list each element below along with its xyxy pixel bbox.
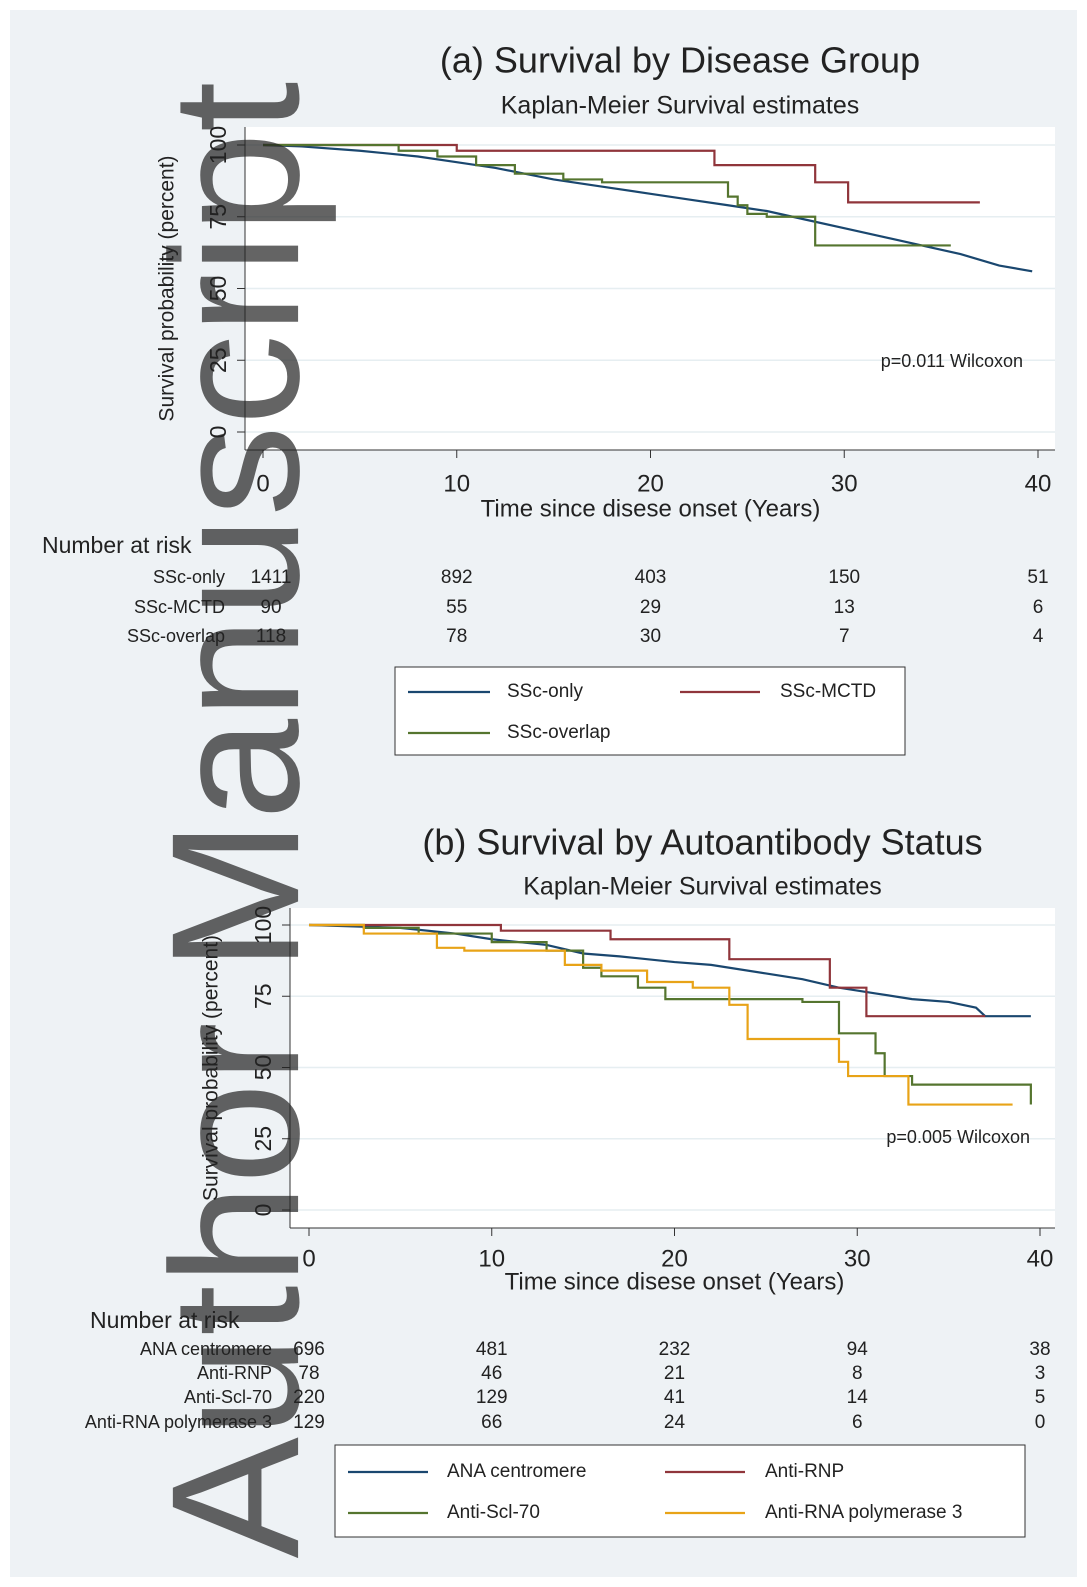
legend-label: Anti-Scl-70 — [447, 1502, 540, 1523]
risk-row-label: Anti-Scl-70 — [184, 1387, 272, 1407]
risk-count: 66 — [481, 1412, 502, 1433]
risk-row-label: SSc-only — [153, 567, 225, 587]
y-tick-label: 50 — [250, 1055, 276, 1081]
risk-row-label: Anti-RNP — [197, 1363, 272, 1383]
legend-label: SSc-MCTD — [780, 681, 876, 702]
x-tick-label: 20 — [637, 470, 664, 497]
risk-row-label: ANA centromere — [140, 1339, 272, 1359]
legend-box — [394, 666, 906, 756]
chart-subtitle: Kaplan-Meier Survival estimates — [523, 873, 881, 901]
y-tick-label: 100 — [250, 906, 276, 944]
risk-row-label: SSc-overlap — [127, 626, 225, 646]
risk-count: 403 — [635, 567, 667, 588]
risk-row-label: SSc-MCTD — [134, 597, 225, 617]
survival-curve — [309, 923, 986, 1018]
legend-label: Anti-RNP — [765, 1461, 844, 1482]
risk-count: 0 — [1035, 1412, 1046, 1433]
risk-count: 232 — [659, 1339, 691, 1360]
risk-count: 3 — [1035, 1363, 1046, 1384]
y-axis-label: Survival probability (percent) — [156, 155, 179, 421]
y-tick-label: 25 — [250, 1126, 276, 1152]
risk-count: 696 — [293, 1339, 325, 1360]
risk-count: 41 — [664, 1387, 685, 1408]
annotation: p=0.005 Wilcoxon — [886, 1127, 1030, 1147]
legend-label: ANA centromere — [447, 1461, 586, 1482]
legend-label: Anti-RNA polymerase 3 — [765, 1502, 962, 1523]
risk-count: 24 — [664, 1412, 686, 1433]
watermark: Author Manuscript — [133, 82, 337, 1559]
x-tick-label: 0 — [256, 470, 269, 497]
survival-curve — [263, 143, 980, 204]
risk-title: Number at risk — [42, 532, 192, 558]
x-tick-label: 20 — [661, 1245, 688, 1272]
risk-count: 129 — [293, 1412, 325, 1433]
chart-title: (b) Survival by Autoantibody Status — [422, 822, 982, 863]
risk-count: 129 — [476, 1387, 508, 1408]
x-tick-label: 30 — [844, 1245, 871, 1272]
risk-count: 892 — [441, 567, 473, 588]
risk-count: 90 — [260, 597, 281, 618]
risk-count: 118 — [256, 626, 286, 647]
risk-count: 8 — [852, 1363, 863, 1384]
risk-count: 4 — [1033, 626, 1044, 647]
risk-count: 220 — [293, 1387, 325, 1408]
x-axis-label: Time since disese onset (Years) — [481, 495, 821, 522]
chart-subtitle: Kaplan-Meier Survival estimates — [501, 92, 859, 120]
risk-count: 78 — [446, 626, 467, 647]
risk-count: 13 — [834, 597, 855, 618]
survival-curve — [263, 143, 951, 247]
y-tick-label: 75 — [205, 204, 231, 230]
x-tick-label: 10 — [478, 1245, 505, 1272]
legend-box — [334, 1444, 1026, 1538]
risk-count: 14 — [847, 1387, 869, 1408]
risk-count: 30 — [640, 626, 661, 647]
risk-count: 78 — [298, 1363, 319, 1384]
x-tick-label: 30 — [831, 470, 858, 497]
x-tick-label: 0 — [302, 1245, 315, 1272]
risk-count: 1411 — [251, 567, 292, 588]
risk-count: 7 — [839, 626, 850, 647]
y-tick-label: 50 — [205, 276, 231, 302]
risk-row-label: Anti-RNA polymerase 3 — [85, 1412, 272, 1432]
legend-label: SSc-overlap — [507, 722, 611, 743]
x-tick-label: 10 — [443, 470, 470, 497]
risk-count: 51 — [1027, 567, 1048, 588]
risk-count: 6 — [852, 1412, 863, 1433]
y-axis-label: Survival probability (percent) — [200, 935, 223, 1201]
risk-count: 55 — [446, 597, 467, 618]
risk-count: 6 — [1033, 597, 1044, 618]
risk-count: 38 — [1029, 1339, 1050, 1360]
y-tick-label: 100 — [205, 126, 231, 164]
survival-curve — [309, 923, 1032, 1105]
risk-count: 21 — [664, 1363, 685, 1384]
y-tick-label: 25 — [205, 347, 231, 373]
risk-count: 150 — [828, 567, 860, 588]
risk-count: 5 — [1035, 1387, 1046, 1408]
risk-count: 481 — [476, 1339, 508, 1360]
y-tick-label: 0 — [205, 426, 231, 439]
risk-title: Number at risk — [90, 1307, 240, 1333]
x-tick-label: 40 — [1027, 1245, 1054, 1272]
y-tick-label: 0 — [250, 1204, 276, 1217]
risk-count: 29 — [640, 597, 661, 618]
risk-count: 46 — [481, 1363, 502, 1384]
y-tick-label: 75 — [250, 983, 276, 1009]
survival-curve — [308, 923, 1031, 1018]
x-tick-label: 40 — [1025, 470, 1052, 497]
legend-label: SSc-only — [507, 681, 584, 702]
survival-curve — [309, 923, 1013, 1106]
risk-count: 94 — [847, 1339, 869, 1360]
x-axis-label: Time since disese onset (Years) — [505, 1268, 845, 1295]
annotation: p=0.011 Wilcoxon — [881, 351, 1023, 371]
chart-title: (a) Survival by Disease Group — [440, 40, 920, 81]
